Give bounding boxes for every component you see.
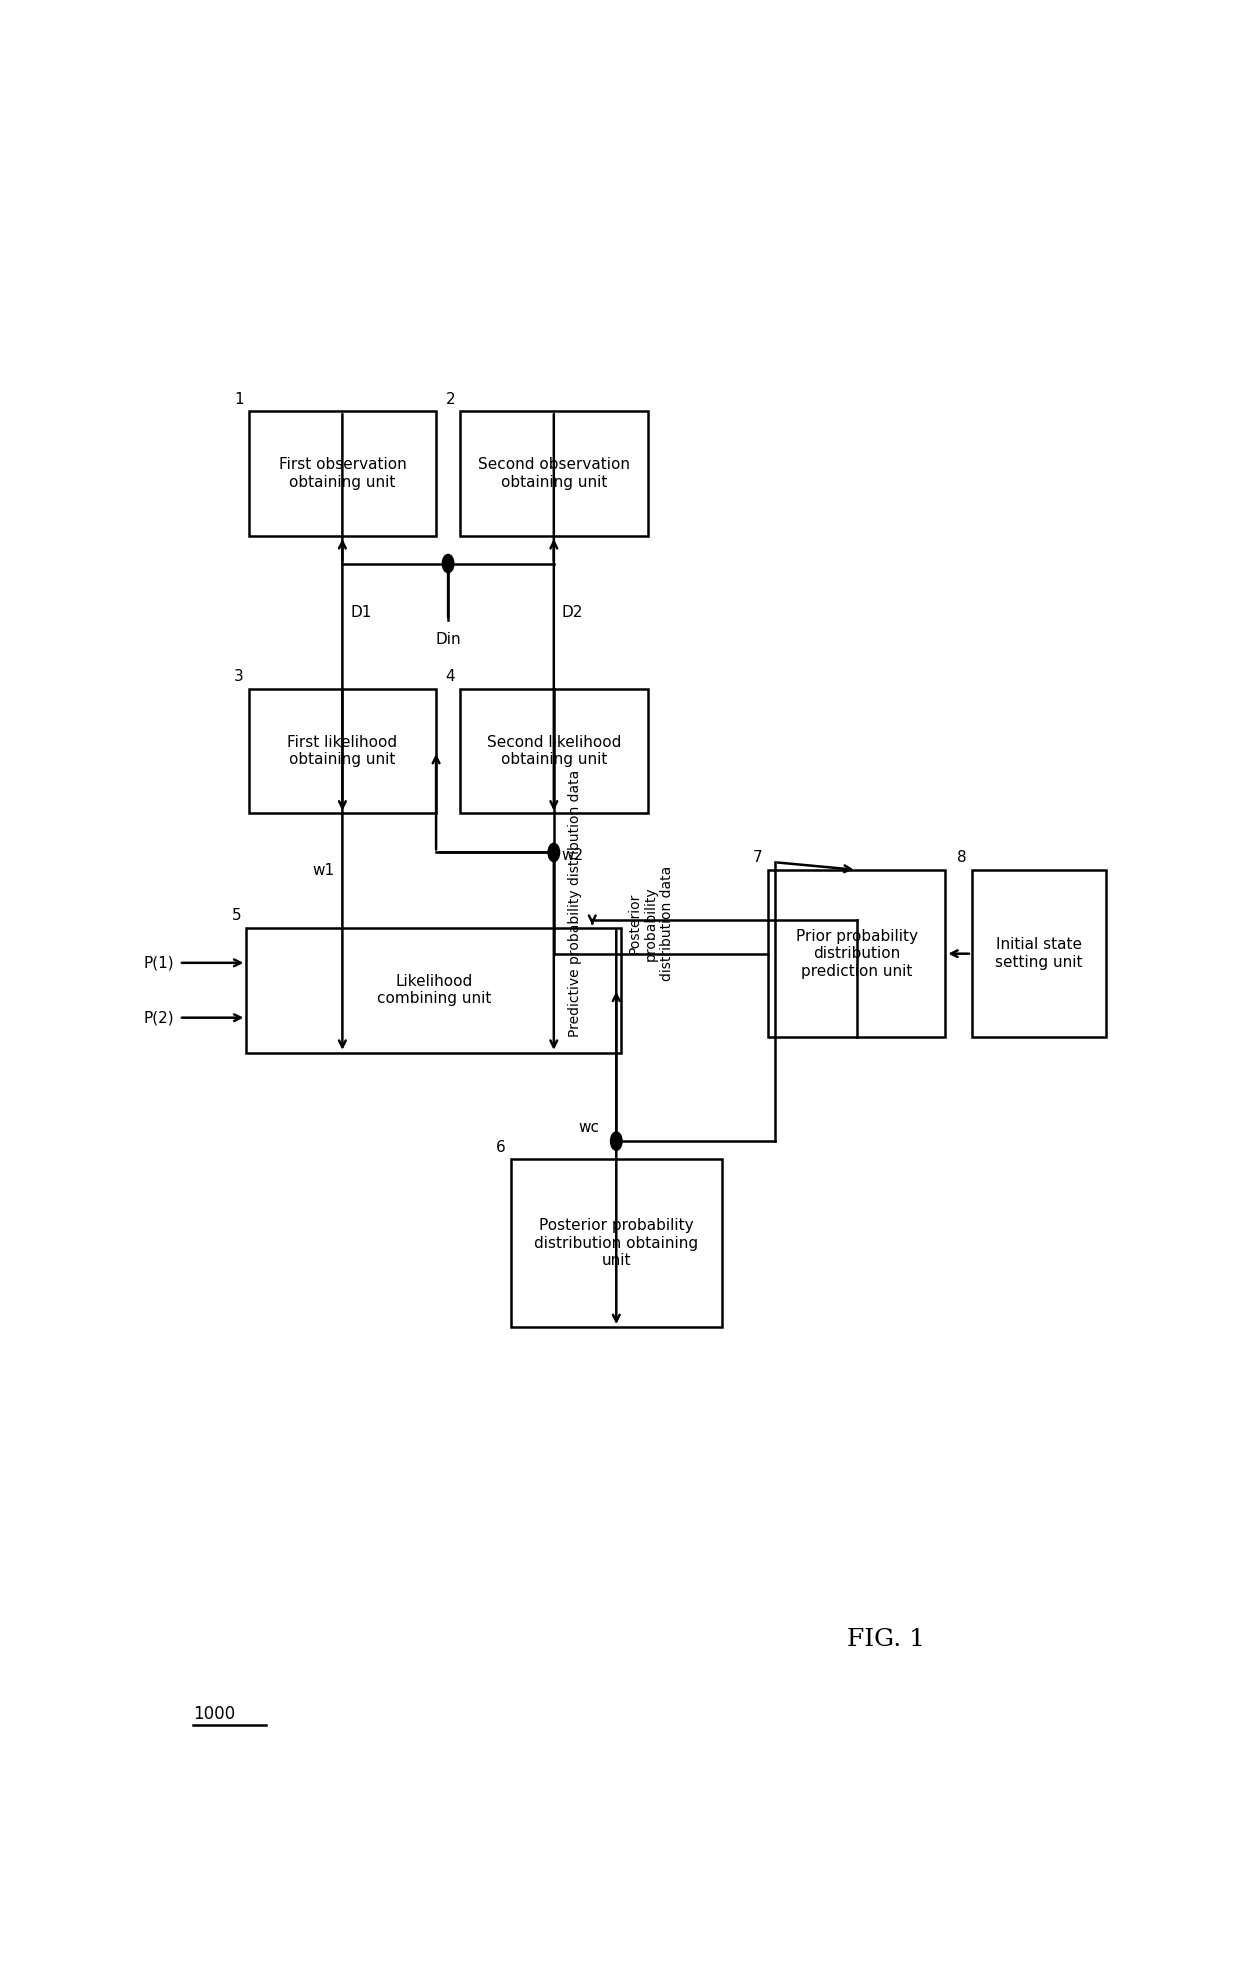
Text: Likelihood
combining unit: Likelihood combining unit — [377, 974, 491, 1007]
Text: First observation
obtaining unit: First observation obtaining unit — [279, 457, 407, 491]
Text: P(1): P(1) — [144, 956, 174, 970]
Text: First likelihood
obtaining unit: First likelihood obtaining unit — [288, 734, 398, 768]
Text: 8: 8 — [957, 851, 967, 865]
Text: Second observation
obtaining unit: Second observation obtaining unit — [477, 457, 630, 491]
Text: 7: 7 — [753, 851, 763, 865]
Text: FIG. 1: FIG. 1 — [847, 1629, 925, 1650]
Text: Initial state
setting unit: Initial state setting unit — [996, 938, 1083, 970]
Text: Second likelihood
obtaining unit: Second likelihood obtaining unit — [486, 734, 621, 768]
Text: 3: 3 — [234, 669, 244, 685]
Bar — [249, 412, 436, 536]
Text: D1: D1 — [350, 606, 372, 619]
Circle shape — [443, 554, 454, 572]
Text: 1: 1 — [234, 392, 244, 406]
Bar — [460, 689, 647, 813]
Text: Posterior
probability
distribution data: Posterior probability distribution data — [627, 867, 675, 982]
Bar — [511, 1160, 722, 1328]
Text: Din: Din — [435, 631, 461, 647]
Text: wc: wc — [578, 1120, 599, 1134]
Bar — [247, 928, 621, 1053]
Bar — [768, 871, 945, 1037]
Text: 4: 4 — [445, 669, 455, 685]
Text: w2: w2 — [562, 847, 584, 863]
Circle shape — [610, 1132, 622, 1150]
Text: D2: D2 — [562, 606, 583, 619]
Circle shape — [548, 843, 559, 861]
Text: Prior probability
distribution
prediction unit: Prior probability distribution predictio… — [796, 928, 918, 978]
Text: Predictive probability distribution data: Predictive probability distribution data — [568, 770, 583, 1037]
Text: 6: 6 — [496, 1140, 506, 1156]
Bar — [972, 871, 1106, 1037]
Bar — [460, 412, 647, 536]
Text: 2: 2 — [445, 392, 455, 406]
Text: Posterior probability
distribution obtaining
unit: Posterior probability distribution obtai… — [534, 1219, 698, 1269]
Text: P(2): P(2) — [144, 1009, 174, 1025]
Text: 1000: 1000 — [193, 1706, 236, 1724]
Bar — [249, 689, 436, 813]
Text: w1: w1 — [312, 863, 335, 879]
Text: 5: 5 — [232, 908, 242, 922]
